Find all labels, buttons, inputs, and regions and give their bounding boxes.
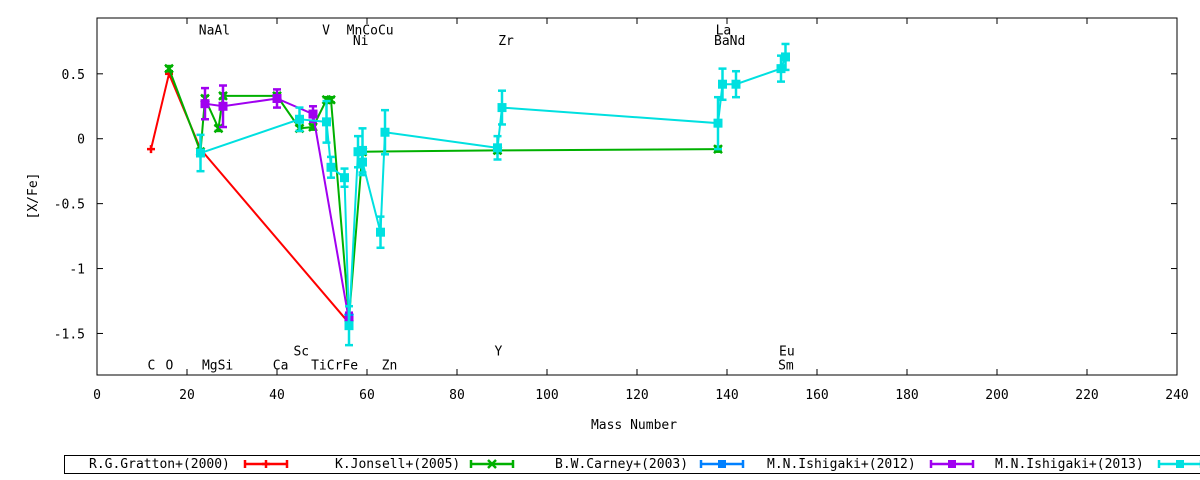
data-point xyxy=(493,143,502,153)
element-label: Sm xyxy=(778,359,794,374)
element-label: Eu xyxy=(779,344,795,359)
axis-ticks: 0 20 40 60 80 100 120 140 160 180 200 220 240 0.5 0 -0.… xyxy=(54,18,1189,403)
x-tick-label: 140 xyxy=(715,388,738,403)
plot-frame xyxy=(96,17,1178,376)
x-tick-label: 60 xyxy=(359,388,375,403)
data-point xyxy=(781,52,790,62)
data-point xyxy=(322,117,331,127)
x-tick-label: 80 xyxy=(449,388,465,403)
element-label: Ni xyxy=(353,34,369,49)
data-point xyxy=(196,148,205,158)
data-point xyxy=(497,103,507,113)
data-point xyxy=(731,79,741,89)
element-label: Sc xyxy=(293,344,309,359)
legend: R.G.Gratton+(2000) K.Jonsell+(2005) B.W.… xyxy=(64,455,1200,474)
legend-swatch-ishigaki-2012 xyxy=(929,460,975,468)
data-point xyxy=(358,157,367,167)
legend-entry: K.Jonsell+(2005) xyxy=(335,457,460,473)
x-tick-label: 180 xyxy=(895,388,918,403)
x-tick-label: 240 xyxy=(1165,388,1188,403)
data-point xyxy=(718,79,727,89)
data-point xyxy=(326,162,336,172)
data-point xyxy=(344,321,354,331)
data-point xyxy=(776,64,786,74)
legend-label: M.N.Ishigaki+(2013) xyxy=(995,457,1144,472)
data-point xyxy=(713,118,723,128)
y-tick-label: -1.5 xyxy=(54,327,85,342)
y-tick-label: 0.5 xyxy=(62,68,85,83)
legend-swatch-carney xyxy=(699,460,745,468)
data-point xyxy=(1176,460,1184,468)
element-label: Y xyxy=(494,344,502,359)
x-tick-label: 120 xyxy=(625,388,648,403)
legend-swatch-ishigaki-2013 xyxy=(1157,460,1200,468)
series-line xyxy=(200,56,787,326)
legend-label: M.N.Ishigaki+(2012) xyxy=(767,457,916,472)
legend-entry: B.W.Carney+(2003) xyxy=(555,457,688,473)
x-tick-label: 20 xyxy=(179,388,195,403)
element-label: NaAl xyxy=(199,24,230,39)
x-tick-label: 100 xyxy=(535,388,558,403)
data-point xyxy=(164,63,174,74)
data-point xyxy=(340,173,349,183)
legend-swatch-gratton xyxy=(243,460,289,468)
legend-swatch-jonsell xyxy=(469,459,515,469)
y-tick-label: -0.5 xyxy=(54,198,85,213)
element-label: MgSi xyxy=(202,359,233,374)
data-point xyxy=(272,93,282,103)
data-point xyxy=(948,460,956,468)
legend-label: B.W.Carney+(2003) xyxy=(555,457,689,472)
data-point xyxy=(326,94,336,105)
element-label: TiCrFe xyxy=(311,359,358,374)
series-line xyxy=(150,70,350,324)
series xyxy=(196,42,790,347)
legend-entry: R.G.Gratton+(2000) xyxy=(89,457,230,473)
data-point xyxy=(380,127,390,137)
legend-label: R.G.Gratton+(2000) xyxy=(89,457,230,472)
element-label: BaNd xyxy=(714,34,745,49)
data-point xyxy=(718,460,726,468)
x-tick-label: 0 xyxy=(93,388,101,403)
y-axis-label: [X/Fe] xyxy=(26,173,41,220)
legend-entry: M.N.Ishigaki+(2013) xyxy=(995,457,1144,473)
element-label: O xyxy=(166,359,174,374)
element-label: V xyxy=(322,24,330,39)
data-point xyxy=(213,123,224,134)
element-label: MnCoCu xyxy=(347,24,394,39)
data-point xyxy=(376,227,385,237)
y-tick-label: 0 xyxy=(77,133,85,148)
data-point xyxy=(308,109,318,119)
data-point xyxy=(487,459,497,469)
x-axis-label: Mass Number xyxy=(591,418,677,433)
x-tick-label: 220 xyxy=(1075,388,1098,403)
element-label: Zr xyxy=(498,34,514,49)
x-tick-label: 160 xyxy=(805,388,828,403)
legend-label: K.Jonsell+(2005) xyxy=(335,457,461,472)
legend-entry: M.N.Ishigaki+(2012) xyxy=(767,457,916,473)
element-label: Zn xyxy=(382,359,398,374)
element-label: Ca xyxy=(273,359,289,374)
element-label: La xyxy=(716,24,732,39)
x-tick-label: 40 xyxy=(269,388,285,403)
data-point xyxy=(200,99,210,109)
element-label: C xyxy=(148,359,156,374)
series-line xyxy=(168,68,719,318)
data-point xyxy=(295,114,304,124)
data-point xyxy=(218,101,228,111)
x-tick-label: 200 xyxy=(985,388,1008,403)
series-layer xyxy=(147,42,790,347)
y-tick-label: -1 xyxy=(69,263,85,278)
